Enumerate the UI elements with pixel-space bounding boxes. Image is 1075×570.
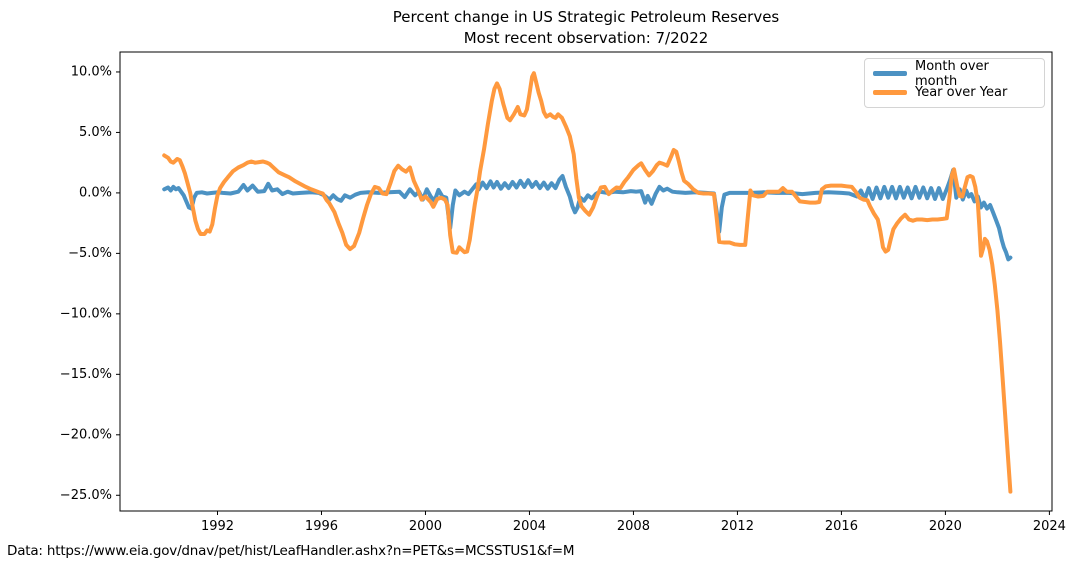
legend-label: Year over Year [915,85,1008,100]
chart-subtitle: Most recent observation: 7/2022 [463,29,709,47]
series-line-year-over-year [162,71,1013,494]
y-tick-label: −20.0% [60,427,112,442]
y-tick-label: 0.0% [79,185,112,200]
legend-label: Month over month [915,58,989,89]
x-tick-label: 1996 [305,519,338,534]
legend-line-swatch-blue [873,71,907,76]
x-tick-label: 1992 [201,519,234,534]
legend-item-month-over-month: Month over month [873,59,1035,89]
x-tick-label: 2016 [825,519,858,534]
x-tick-label: 2012 [721,519,754,534]
x-tick-label: 2004 [513,519,546,534]
y-tick-label: −25.0% [60,488,112,503]
axes-layer: 10.0% 5.0% 0.0% −5.0% −10.0% −15.0% −20.0% −25.… [60,64,1066,534]
x-tick-label: 2000 [409,519,442,534]
plot-series-layer [162,71,1013,494]
y-tick-label: −5.0% [68,246,112,261]
y-tick-label: −15.0% [60,367,112,382]
x-tick-label: 2024 [1033,519,1066,534]
x-tick-label: 2020 [929,519,962,534]
plot-border [119,51,1053,512]
data-source-caption: Data: https://www.eia.gov/dnav/pet/hist/… [7,543,575,559]
y-tick-label: −10.0% [60,306,112,321]
y-tick-label: 5.0% [79,125,112,140]
legend-item-year-over-year: Year over Year [873,83,1035,102]
chart-title: Percent change in US Strategic Petroleum… [392,8,780,26]
legend-box: Month over month Year over Year [864,58,1045,108]
y-tick-label: 10.0% [71,64,112,79]
x-tick-label: 2008 [617,519,650,534]
series-line-month-over-month [162,167,1013,262]
legend-line-swatch-orange [873,90,907,95]
chart-title-block: Percent change in US Strategic Petroleum… [120,7,1052,49]
